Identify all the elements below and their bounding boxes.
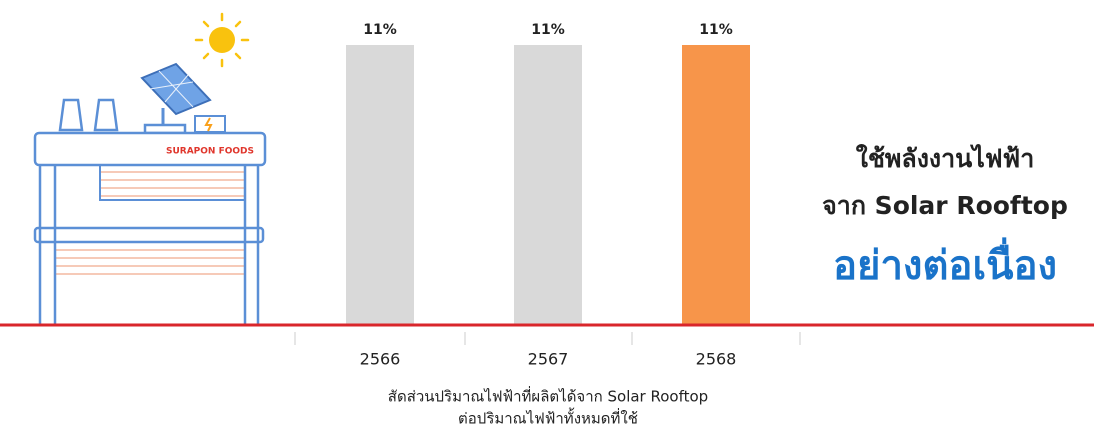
headline-line: จาก Solar Rooftop	[822, 191, 1068, 220]
value-label: 11%	[531, 22, 565, 38]
x-axis-label: สัดส่วนปริมาณไฟฟ้าที่ผลิตได้จาก Solar Ro…	[388, 386, 708, 406]
illustration: SURAPON FOODS	[35, 14, 265, 325]
separators	[295, 332, 800, 345]
bar	[346, 45, 414, 325]
page: SURAPON FOODS ใช้พลังงานไฟฟ้า จาก Solar …	[0, 0, 1094, 432]
bar	[682, 45, 750, 325]
x-tick-label: 2568	[696, 350, 737, 369]
value-label: 11%	[363, 22, 397, 38]
x-axis-label: ต่อปริมาณไฟฟ้าทั้งหมดที่ใช้	[458, 408, 638, 428]
headline-highlight: อย่างต่อเนื่อง	[833, 237, 1057, 289]
sign: SURAPON FOODS	[166, 147, 254, 157]
bar	[514, 45, 582, 325]
x-tick-label: 2567	[528, 350, 569, 369]
x-tick-label: 2566	[360, 350, 401, 369]
headline-line: ใช้พลังงานไฟฟ้า	[856, 143, 1035, 173]
value-label: 11%	[699, 22, 733, 38]
